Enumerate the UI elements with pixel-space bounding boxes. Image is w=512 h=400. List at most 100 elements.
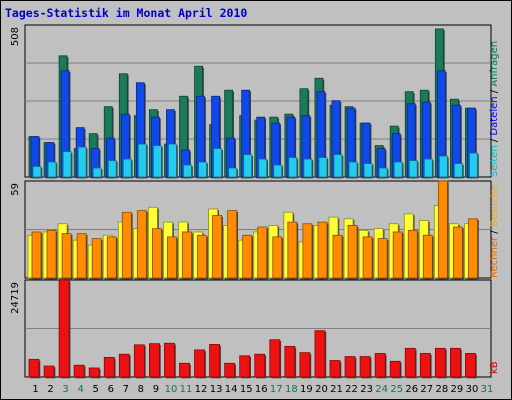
bar-rechner-14 — [227, 210, 238, 279]
x-tick-label-3: 3 — [62, 384, 68, 395]
bar-kb-18 — [284, 345, 296, 378]
bar-seiten-9 — [152, 145, 162, 178]
bar-kb-5 — [88, 367, 100, 378]
legend-label-kb: kB — [489, 361, 500, 374]
bar-kb-28 — [434, 347, 446, 378]
bar-rechner-26 — [407, 229, 418, 279]
bar-rechner-18 — [287, 221, 298, 279]
x-tick-label-7: 7 — [123, 384, 129, 395]
x-tick-label-6: 6 — [108, 384, 114, 395]
bar-kb-20 — [314, 330, 326, 378]
bar-rechner-10 — [167, 236, 177, 279]
bar-seiten-1 — [32, 166, 42, 178]
bar-seiten-2 — [47, 161, 57, 178]
x-tick-label-8: 8 — [138, 384, 144, 395]
x-tick-label-31: 31 — [481, 384, 494, 395]
bar-kb-15 — [239, 355, 251, 378]
bar-kb-4 — [73, 364, 85, 378]
bar-rechner-5 — [91, 238, 102, 279]
legend-separator: / — [489, 136, 500, 146]
legend-separator: / — [489, 87, 500, 97]
bar-rechner-22 — [347, 224, 358, 279]
bar-kb-3 — [58, 279, 70, 378]
bar-seiten-20 — [318, 157, 328, 178]
bar-seiten-19 — [303, 158, 313, 178]
legend-label-besuche: Besuche — [489, 185, 500, 228]
bottom-legend-labels: kB — [489, 361, 500, 374]
bar-kb-19 — [299, 352, 311, 378]
bar-seiten-30 — [469, 152, 478, 178]
bar-kb-11 — [179, 362, 190, 378]
bar-seiten-28 — [438, 155, 448, 178]
legend-label-rechner: Rechner — [489, 236, 500, 278]
bar-rechner-30 — [468, 218, 478, 279]
x-tick-label-23: 23 — [360, 384, 373, 395]
bar-rechner-19 — [302, 223, 313, 279]
x-tick-label-19: 19 — [300, 384, 313, 395]
x-tick-label-27: 27 — [420, 384, 433, 395]
bar-rechner-2 — [46, 229, 57, 279]
bottom-ymax-label: 24719 — [10, 282, 21, 314]
bar-kb-14 — [224, 362, 236, 378]
bar-seiten-15 — [243, 154, 253, 178]
x-tick-label-10: 10 — [165, 384, 178, 395]
bar-seiten-11 — [183, 164, 192, 178]
x-tick-label-4: 4 — [77, 384, 83, 395]
bar-seiten-4 — [77, 146, 87, 178]
bar-rechner-6 — [106, 236, 117, 279]
bar-seiten-10 — [168, 143, 177, 178]
bar-kb-8 — [133, 344, 145, 378]
bar-kb-29 — [449, 347, 461, 378]
middle-legend-labels: Rechner / Besuche — [489, 185, 500, 278]
x-tick-label-5: 5 — [93, 384, 99, 395]
bar-kb-22 — [344, 356, 356, 378]
x-tick-label-11: 11 — [180, 384, 193, 395]
x-tick-label-18: 18 — [285, 384, 298, 395]
bar-rechner-1 — [31, 231, 42, 279]
x-tick-label-12: 12 — [195, 384, 208, 395]
bar-seiten-14 — [228, 167, 238, 178]
bar-kb-27 — [419, 353, 431, 378]
bar-kb-10 — [164, 342, 175, 378]
x-tick-label-15: 15 — [240, 384, 253, 395]
bar-rechner-9 — [151, 228, 162, 279]
top-ymax-label: 508 — [10, 27, 21, 46]
bar-rechner-29 — [452, 226, 463, 279]
x-tick-label-28: 28 — [435, 384, 448, 395]
x-tick-label-26: 26 — [405, 384, 418, 395]
bar-kb-23 — [359, 356, 371, 378]
bar-rechner-17 — [272, 236, 283, 279]
top-legend-labels: Seiten / Dateien / Anfragen — [489, 41, 500, 177]
x-tick-label-16: 16 — [255, 384, 268, 395]
bar-rechner-27 — [422, 234, 433, 279]
bar-kb-13 — [209, 344, 221, 378]
bar-kb-25 — [389, 360, 401, 378]
bar-kb-17 — [269, 339, 281, 378]
bar-seiten-12 — [198, 161, 207, 178]
chart-title: Tages-Statistik im Monat April 2010 — [5, 6, 248, 20]
bar-rechner-12 — [197, 234, 207, 279]
x-tick-label-22: 22 — [345, 384, 358, 395]
bar-seiten-16 — [258, 158, 268, 178]
bar-rechner-13 — [212, 215, 223, 279]
bar-rechner-24 — [377, 238, 388, 279]
x-tick-label-25: 25 — [390, 384, 403, 395]
x-tick-label-30: 30 — [466, 384, 479, 395]
bar-seiten-17 — [273, 164, 283, 178]
bar-rechner-3 — [61, 233, 72, 279]
x-tick-label-1: 1 — [32, 384, 38, 395]
bar-kb-9 — [148, 343, 160, 378]
bar-seiten-18 — [288, 157, 298, 178]
middle-ymax-label: 59 — [10, 183, 21, 196]
bar-seiten-29 — [453, 163, 463, 178]
legend-label-seiten: Seiten — [489, 145, 500, 177]
bar-seiten-24 — [378, 167, 388, 178]
x-tick-label-17: 17 — [270, 384, 283, 395]
bar-kb-7 — [118, 353, 130, 378]
bar-rechner-15 — [242, 234, 253, 279]
bar-seiten-7 — [122, 158, 132, 178]
bar-seiten-27 — [423, 158, 433, 178]
bar-seiten-8 — [137, 143, 147, 178]
bar-kb-30 — [465, 353, 476, 378]
x-tick-label-21: 21 — [330, 384, 343, 395]
